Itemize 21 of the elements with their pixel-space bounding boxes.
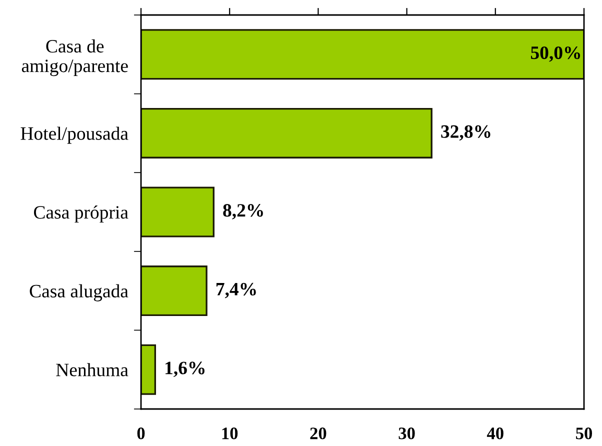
- x-tick-label: 40: [486, 428, 504, 440]
- x-tick-label: 20: [310, 428, 326, 440]
- bar: [141, 266, 208, 316]
- y-tick-label: Casa de amigo/parente: [22, 39, 128, 76]
- bar: [141, 344, 156, 395]
- bar: [141, 186, 214, 238]
- y-tick-label: Casa própria: [34, 205, 128, 223]
- data-label: 50,0%: [530, 46, 580, 62]
- data-label: 8,2%: [223, 204, 263, 220]
- data-label: 7,4%: [216, 282, 256, 298]
- x-tick-label: 50: [576, 428, 592, 440]
- data-label: 32,8%: [441, 125, 490, 141]
- data-label: 1,6%: [166, 362, 204, 378]
- x-tick-label: 30: [398, 428, 415, 440]
- y-tick-label: Casa alugada: [30, 284, 128, 302]
- x-tick-label: 10: [222, 428, 238, 440]
- y-tick-label: Hotel/pousada: [20, 126, 128, 144]
- bar: [141, 29, 584, 80]
- y-tick-label: Nenhuma: [56, 363, 128, 376]
- bar: [141, 108, 432, 158]
- x-tick-label: 0: [137, 428, 145, 440]
